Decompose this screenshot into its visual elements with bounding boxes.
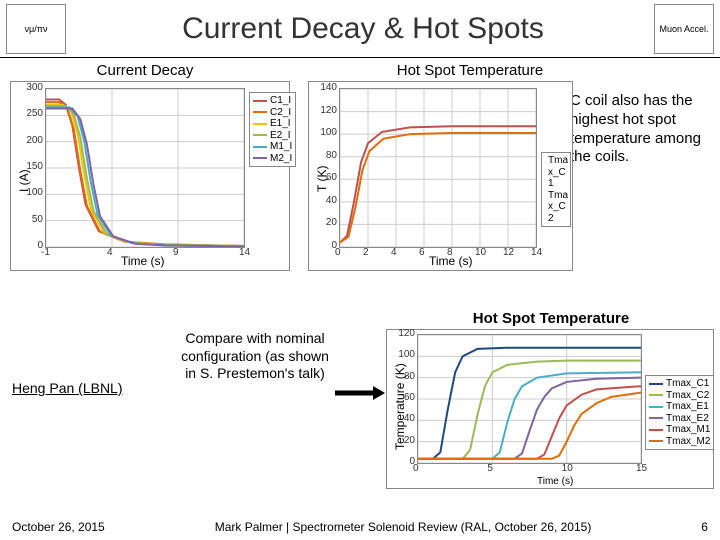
header: νμ/πν Current Decay & Hot Spots Muon Acc… [0, 0, 720, 58]
footer-date: October 26, 2015 [12, 520, 105, 534]
chart3-xlabel: Time (s) [537, 476, 573, 487]
chart-hotspot-2: Temperature (K) Time (s) Tmax_C1Tmax_C2T… [386, 329, 714, 489]
page-title: Current Decay & Hot Spots [72, 12, 654, 46]
footer-page: 6 [701, 520, 708, 534]
footer: October 26, 2015 Mark Palmer | Spectrome… [0, 520, 720, 534]
footer-credit: Mark Palmer | Spectrometer Solenoid Revi… [215, 520, 592, 534]
chart3-legend: Tmax_C1Tmax_C2Tmax_E1Tmax_E2Tmax_M1Tmax_… [645, 375, 714, 450]
chart1-legend: C1_IC2_IE1_IE2_IM1_IM2_I [249, 92, 296, 167]
logo-right: Muon Accel. [654, 4, 714, 54]
chart2-title: Hot Spot Temperature [320, 62, 620, 79]
chart-hotspot-1: T (K) Time (s) Tma x_C 1Tma x_C 2 020406… [308, 81, 573, 271]
subtitles-row: Current Decay Hot Spot Temperature [0, 62, 720, 79]
logo-left: νμ/πν [6, 4, 66, 54]
author-text: Heng Pan (LBNL) [12, 380, 123, 396]
chart3-plot [417, 334, 642, 464]
chart-current-decay: I (A) Time (s) C1_IC2_IE1_IE2_IM1_IM2_I … [10, 81, 290, 271]
chart1-plot [45, 88, 245, 248]
chart2-legend: Tma x_C 1Tma x_C 2 [541, 152, 571, 227]
compare-text: Compare with nominal configuration (as s… [180, 330, 330, 383]
chart1-xlabel: Time (s) [121, 254, 165, 268]
chart2-plot [339, 88, 537, 248]
chart3-wrap: Hot Spot Temperature Temperature (K) Tim… [386, 310, 716, 489]
chart1-title: Current Decay [0, 62, 290, 79]
chart3-title: Hot Spot Temperature [386, 310, 716, 327]
arrow-icon [335, 385, 385, 401]
annotation-text: C coil also has the highest hot spot tem… [570, 92, 720, 167]
